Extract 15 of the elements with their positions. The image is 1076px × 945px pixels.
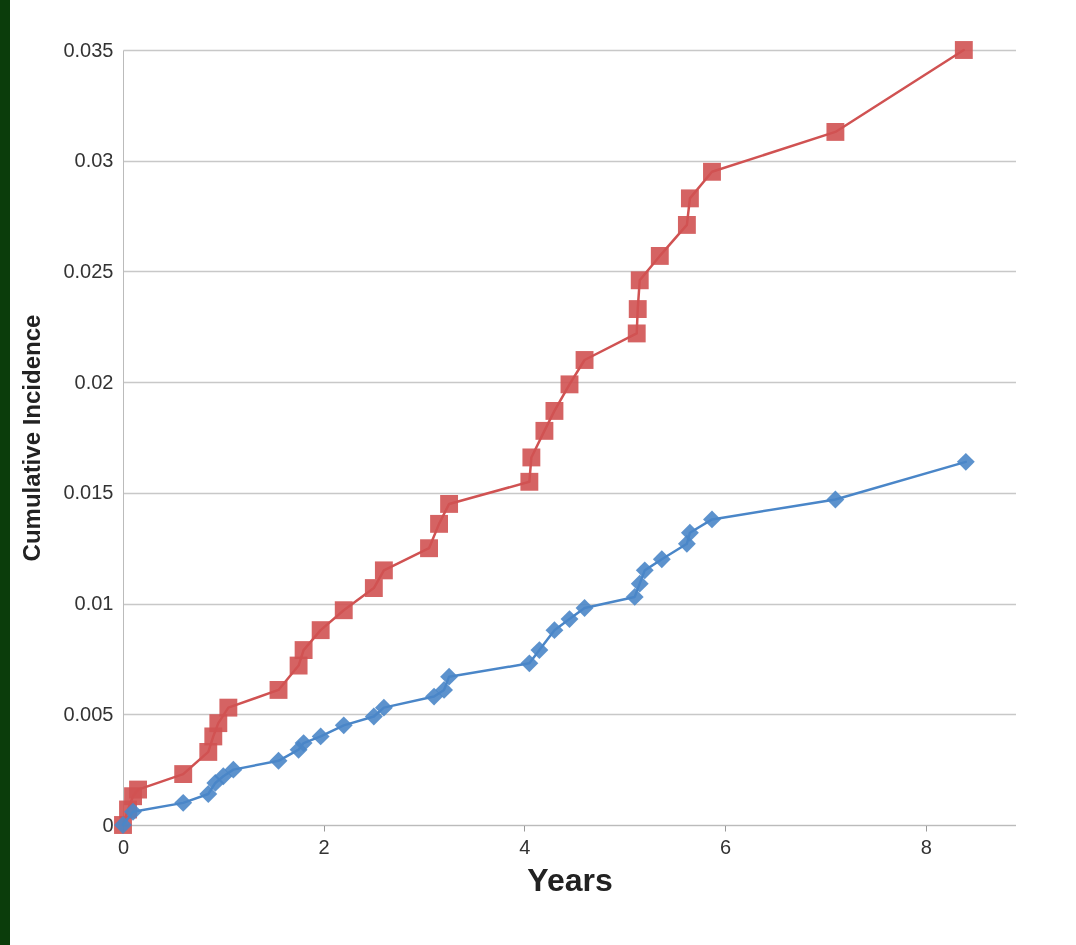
x-tick-label: 4 bbox=[519, 835, 531, 858]
x-tick-label: 6 bbox=[719, 835, 732, 858]
y-tick-label: 0.01 bbox=[74, 592, 114, 615]
y-tick-label: 0.005 bbox=[63, 702, 114, 725]
y-tick-label: 0.015 bbox=[63, 481, 114, 504]
x-axis-title: Years bbox=[527, 861, 613, 898]
y-tick-label: 0.035 bbox=[63, 38, 114, 61]
y-tick-label: 0.02 bbox=[74, 370, 114, 393]
y-axis-title: Cumulative Incidence bbox=[18, 314, 46, 562]
x-tick-label: 8 bbox=[920, 835, 932, 858]
y-tick-label: 0.03 bbox=[74, 149, 114, 172]
y-tick-label: 0 bbox=[102, 813, 114, 836]
x-tick-label: 2 bbox=[318, 835, 330, 858]
y-tick-label: 0.025 bbox=[63, 259, 114, 282]
x-tick-label: 0 bbox=[117, 835, 130, 858]
